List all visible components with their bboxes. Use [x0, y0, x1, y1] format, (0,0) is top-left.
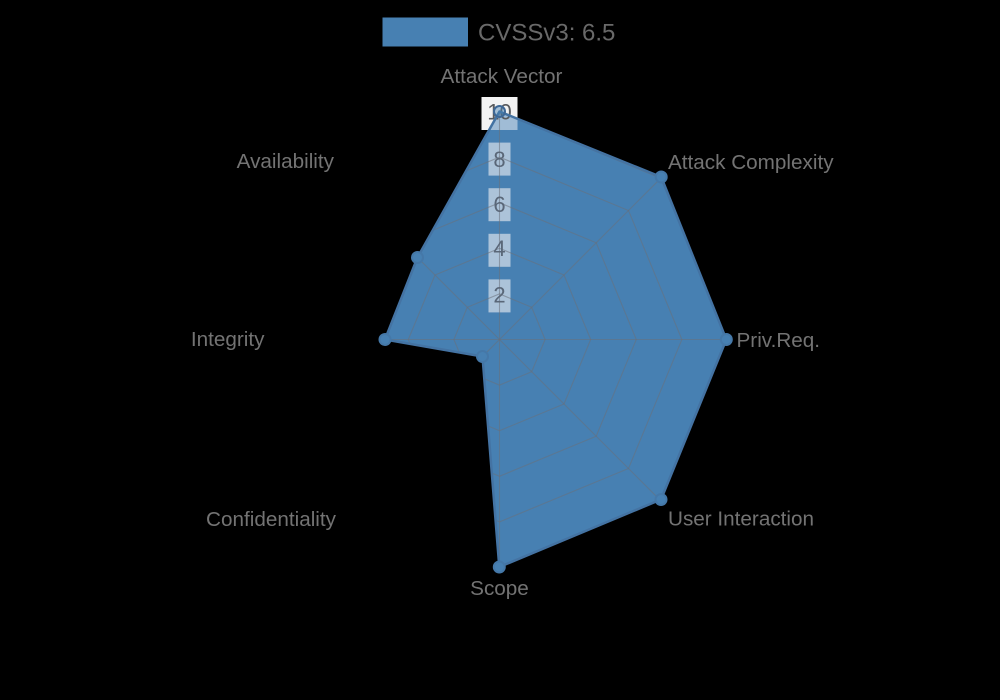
- svg-text:Priv.Req.: Priv.Req.: [737, 329, 821, 352]
- svg-text:Scope: Scope: [470, 577, 529, 600]
- svg-text:6: 6: [493, 192, 505, 217]
- svg-text:2: 2: [493, 283, 505, 308]
- svg-text:Confidentiality: Confidentiality: [206, 508, 337, 531]
- svg-text:Integrity: Integrity: [191, 328, 265, 351]
- svg-text:CVSSv3: 6.5: CVSSv3: 6.5: [478, 20, 615, 47]
- svg-text:Availability: Availability: [237, 150, 335, 173]
- svg-text:User Interaction: User Interaction: [668, 508, 814, 531]
- svg-text:8: 8: [493, 147, 505, 172]
- svg-text:Attack Complexity: Attack Complexity: [668, 151, 834, 174]
- svg-text:Attack Vector: Attack Vector: [441, 65, 563, 88]
- svg-text:4: 4: [493, 236, 505, 261]
